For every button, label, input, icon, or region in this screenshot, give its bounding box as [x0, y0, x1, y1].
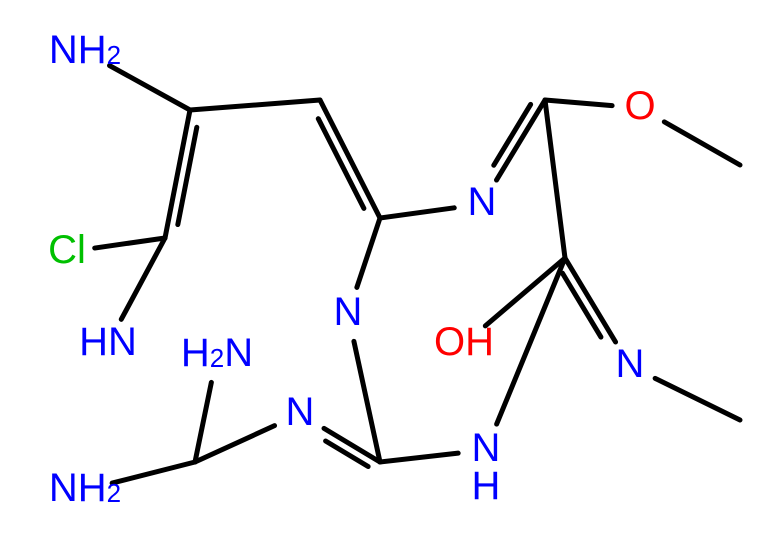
- atom-NH2_bl: NH2: [49, 466, 121, 510]
- atom-label: N: [334, 290, 363, 334]
- atom-label: NH2: [49, 466, 121, 510]
- bond: [545, 100, 612, 106]
- atom-label: HN: [79, 320, 137, 364]
- atom-OH: OH: [434, 320, 494, 364]
- atom-label: O: [624, 84, 655, 128]
- bond: [497, 100, 545, 180]
- atom-N_right: N: [616, 342, 645, 386]
- atom-N_upper_mid: N: [468, 180, 497, 224]
- atom-NH_bottom: NH: [472, 426, 501, 508]
- bond: [195, 426, 275, 462]
- bond: [112, 462, 195, 483]
- atom-label: H2N: [181, 331, 253, 375]
- bond: [95, 238, 165, 248]
- bond: [545, 100, 565, 258]
- atom-label: NH: [472, 426, 501, 508]
- atom-Cl: Cl: [48, 228, 86, 272]
- bond: [655, 378, 740, 420]
- atom-NH2_top: NH2: [49, 28, 121, 72]
- molecule-diagram: NH2 O Cl N HN H2N N OH N N NH NH2: [0, 0, 760, 546]
- bond: [357, 218, 380, 287]
- bond: [664, 122, 740, 165]
- bond: [318, 119, 364, 209]
- atom-label: OH: [434, 320, 494, 364]
- bond: [380, 208, 454, 218]
- bond: [190, 100, 320, 110]
- atom-N_center: N: [334, 290, 363, 334]
- atom-O_top: O: [624, 84, 655, 128]
- atom-N_lower_mid: N: [286, 390, 315, 434]
- bond: [121, 238, 165, 319]
- atom-H2N_mid: H2N: [181, 331, 253, 375]
- atom-label: N: [286, 390, 315, 434]
- bond: [110, 66, 190, 110]
- bond: [354, 341, 380, 462]
- bond: [320, 100, 380, 218]
- bond: [380, 453, 458, 462]
- atom-label: NH2: [49, 28, 121, 72]
- bond: [195, 382, 211, 462]
- bond: [178, 127, 197, 224]
- atom-HN_left: HN: [79, 320, 137, 364]
- atom-label: N: [616, 342, 645, 386]
- atom-label: Cl: [48, 228, 86, 272]
- bond: [565, 258, 616, 342]
- atom-label: N: [468, 180, 497, 224]
- bond: [497, 258, 565, 424]
